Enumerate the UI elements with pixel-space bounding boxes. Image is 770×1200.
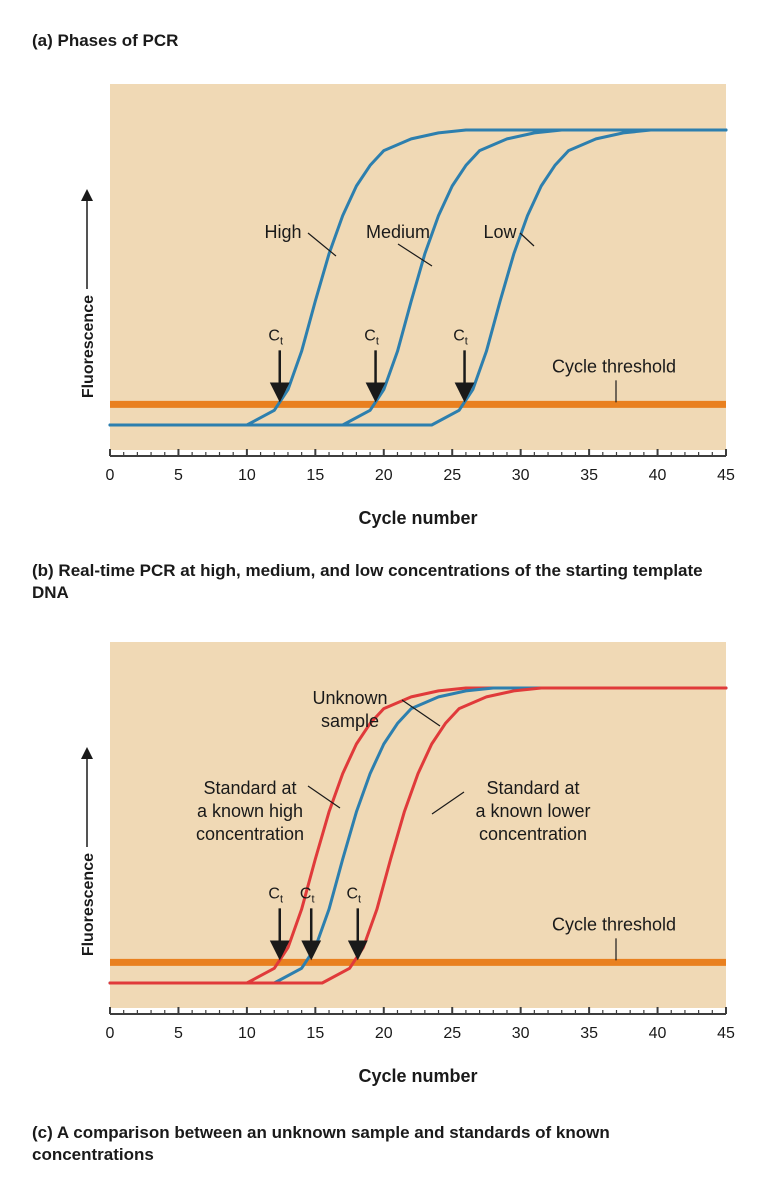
x-axis-label: Cycle number — [358, 1066, 477, 1086]
curve-medium — [108, 128, 728, 427]
curve-unknown-sample — [108, 686, 728, 985]
curve-standard-at-a-known-high-concentration — [108, 686, 728, 985]
caption-comparison: (c) A comparison between an unknown samp… — [32, 1123, 610, 1164]
caption-phases-of-pcr: (a) Phases of PCR — [32, 31, 179, 50]
x-tick-label-20: 20 — [375, 1025, 393, 1042]
x-tick-label-0: 0 — [106, 1025, 115, 1042]
ct-label-standard-at-a-known-high-concentration: Ct — [268, 885, 283, 905]
x-tick-label-35: 35 — [580, 1025, 598, 1042]
x-tick-label-20: 20 — [375, 467, 393, 484]
series-label-unknown-sample-line1: Unknown — [312, 688, 387, 708]
cycle-threshold-label: Cycle threshold — [552, 356, 676, 376]
series-label-leader-low — [519, 232, 535, 247]
curve-low — [108, 128, 728, 427]
x-tick-label-5: 5 — [174, 467, 183, 484]
plot-background — [110, 642, 726, 1008]
x-tick-label-5: 5 — [174, 1025, 183, 1042]
series-label-standard-at-a-known-high-concentration-line3: concentration — [196, 824, 304, 844]
series-label-leader-standard-at-a-known-lower-concentration — [431, 791, 465, 815]
ct-label-standard-at-a-known-lower-concentration: Ct — [346, 885, 361, 905]
series-label-leader-unknown-sample — [401, 699, 441, 727]
ct-label-low: Ct — [453, 327, 468, 347]
x-tick-label-0: 0 — [106, 467, 115, 484]
x-tick-label-35: 35 — [580, 467, 598, 484]
cycle-threshold-label: Cycle threshold — [552, 914, 676, 934]
y-axis-label-group: Fluorescence — [80, 189, 97, 398]
series-label-low-line1: Low — [483, 222, 517, 242]
series-label-standard-at-a-known-high-concentration-line2: a known high — [197, 801, 303, 821]
ct-label-medium: Ct — [364, 327, 379, 347]
chart-unknown-vs-standards: Cycle threshold Ct Ct Ct Unknown sample Standa… — [80, 642, 735, 1086]
x-tick-label-15: 15 — [306, 1025, 324, 1042]
series-label-standard-at-a-known-high-concentration-line1: Standard at — [203, 778, 296, 798]
series-label-standard-at-a-known-lower-concentration-line2: a known lower — [475, 801, 590, 821]
series-label-medium-line1: Medium — [366, 222, 430, 242]
x-tick-label-40: 40 — [649, 1025, 667, 1042]
series-label-leader-standard-at-a-known-high-concentration — [307, 785, 341, 809]
y-axis-label: Fluorescence — [80, 853, 97, 956]
x-tick-label-25: 25 — [443, 1025, 461, 1042]
chart-realtime-pcr-concentrations: Cycle threshold Ct Ct Ct High Medium Low 0 5 10 15… — [80, 84, 735, 528]
series-label-unknown-sample-line2: sample — [321, 711, 379, 731]
curve-standard-at-a-known-lower-concentration — [108, 686, 728, 985]
series-label-standard-at-a-known-lower-concentration-line3: concentration — [479, 824, 587, 844]
ct-label-unknown-sample: Ct — [300, 885, 315, 905]
x-tick-label-40: 40 — [649, 467, 667, 484]
x-tick-label-45: 45 — [717, 1025, 735, 1042]
x-tick-label-10: 10 — [238, 467, 256, 484]
series-label-high-line1: High — [264, 222, 301, 242]
plot-background — [110, 84, 726, 450]
caption-realtime-pcr: (b) Real-time PCR at high, medium, and l… — [32, 561, 703, 602]
x-tick-label-15: 15 — [306, 467, 324, 484]
ct-label-high: Ct — [268, 327, 283, 347]
x-tick-label-45: 45 — [717, 467, 735, 484]
y-axis-label: Fluorescence — [80, 295, 97, 398]
x-tick-label-25: 25 — [443, 467, 461, 484]
series-label-leader-high — [307, 232, 337, 257]
series-label-standard-at-a-known-lower-concentration-line1: Standard at — [486, 778, 579, 798]
series-label-leader-medium — [397, 243, 433, 267]
x-tick-label-10: 10 — [238, 1025, 256, 1042]
x-tick-label-30: 30 — [512, 467, 530, 484]
curve-high — [108, 128, 728, 427]
x-tick-label-30: 30 — [512, 1025, 530, 1042]
y-axis-label-group: Fluorescence — [80, 747, 97, 956]
x-axis-label: Cycle number — [358, 508, 477, 528]
